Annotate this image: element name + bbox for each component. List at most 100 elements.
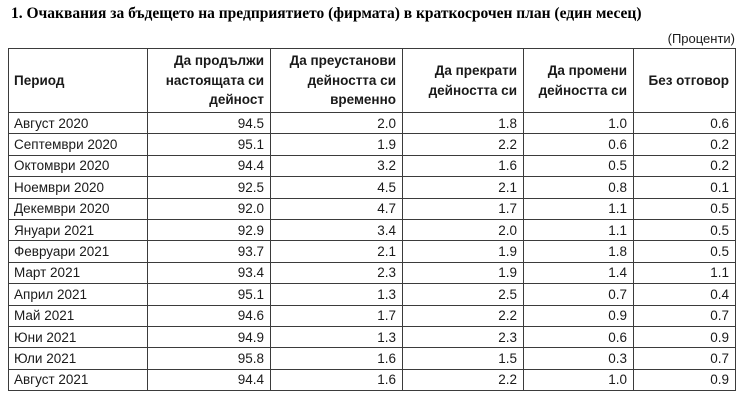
table-row: Декември 2020 92.0 4.7 1.7 1.1 0.5 (8, 197, 736, 220)
value-cell: 95.1 (147, 283, 271, 306)
value-cell: 0.3 (523, 347, 634, 370)
value-cell: 92.5 (147, 176, 271, 199)
value-cell: 95.8 (147, 347, 271, 370)
value-cell: 0.5 (633, 197, 736, 220)
col-header-terminate-activity: Да прекрати дейността си (402, 48, 524, 113)
value-cell: 1.8 (523, 240, 634, 263)
table-row: Юни 2021 94.9 1.3 2.3 0.6 0.9 (8, 325, 736, 349)
period-cell: Септември 2020 (8, 133, 148, 156)
value-cell: 0.6 (633, 111, 736, 135)
value-cell: 92.9 (147, 218, 271, 242)
value-cell: 1.7 (402, 197, 524, 220)
value-cell: 1.5 (402, 347, 524, 370)
value-cell: 0.8 (523, 176, 634, 199)
table-row: Май 2021 94.6 1.7 2.2 0.9 0.7 (8, 304, 736, 327)
period-cell: Юни 2021 (8, 325, 148, 349)
value-cell: 93.7 (147, 240, 271, 263)
value-cell: 4.7 (270, 197, 403, 220)
value-cell: 0.7 (523, 283, 634, 306)
value-cell: 1.6 (270, 347, 403, 370)
header-row: Период Да продължи настоящата си дейност… (8, 48, 736, 113)
value-cell: 1.0 (523, 368, 634, 392)
value-cell: 0.9 (633, 325, 736, 349)
value-cell: 2.2 (402, 304, 524, 327)
units-note: (Проценти) (667, 31, 735, 46)
col-header-period: Период (8, 48, 148, 113)
table-row: Април 2021 95.1 1.3 2.5 0.7 0.4 (8, 283, 736, 306)
value-cell: 2.2 (402, 133, 524, 156)
value-cell: 1.1 (523, 197, 634, 220)
value-cell: 94.5 (147, 111, 271, 135)
expectations-table: Период Да продължи настоящата си дейност… (8, 48, 736, 392)
value-cell: 0.9 (523, 304, 634, 327)
table-row: Октомври 2020 94.4 3.2 1.6 0.5 0.2 (8, 154, 736, 178)
value-cell: 0.6 (523, 133, 634, 156)
value-cell: 95.1 (147, 133, 271, 156)
value-cell: 1.7 (270, 304, 403, 327)
value-cell: 1.8 (402, 111, 524, 135)
period-cell: Август 2021 (8, 368, 148, 392)
value-cell: 2.3 (402, 325, 524, 349)
value-cell: 1.9 (402, 240, 524, 263)
value-cell: 94.9 (147, 325, 271, 349)
value-cell: 92.0 (147, 197, 271, 220)
period-cell: Март 2021 (8, 261, 148, 285)
value-cell: 2.1 (270, 240, 403, 263)
value-cell: 1.1 (523, 218, 634, 242)
col-header-no-answer: Без отговор (633, 48, 736, 113)
period-cell: Октомври 2020 (8, 154, 148, 178)
value-cell: 94.6 (147, 304, 271, 327)
value-cell: 0.5 (633, 240, 736, 263)
period-cell: Февруари 2021 (8, 240, 148, 263)
period-cell: Август 2020 (8, 111, 148, 135)
period-cell: Април 2021 (8, 283, 148, 306)
value-cell: 1.1 (633, 261, 736, 285)
table-title: 1. Очаквания за бъдещето на предприятиет… (11, 5, 642, 22)
table-row: Февруари 2021 93.7 2.1 1.9 1.8 0.5 (8, 240, 736, 263)
value-cell: 1.6 (270, 368, 403, 392)
value-cell: 2.3 (270, 261, 403, 285)
value-cell: 3.2 (270, 154, 403, 178)
value-cell: 1.0 (523, 111, 634, 135)
value-cell: 4.5 (270, 176, 403, 199)
value-cell: 2.5 (402, 283, 524, 306)
table-row: Юли 2021 95.8 1.6 1.5 0.3 0.7 (8, 347, 736, 370)
value-cell: 2.2 (402, 368, 524, 392)
col-header-change-activity: Да промени дейността си (523, 48, 634, 113)
value-cell: 0.4 (633, 283, 736, 306)
value-cell: 93.4 (147, 261, 271, 285)
value-cell: 0.7 (633, 304, 736, 327)
table-row: Януари 2021 92.9 3.4 2.0 1.1 0.5 (8, 218, 736, 242)
table-row: Август 2021 94.4 1.6 2.2 1.0 0.9 (8, 368, 736, 392)
period-cell: Ноември 2020 (8, 176, 148, 199)
value-cell: 1.6 (402, 154, 524, 178)
value-cell: 0.5 (633, 218, 736, 242)
value-cell: 0.9 (633, 368, 736, 392)
value-cell: 1.3 (270, 325, 403, 349)
period-cell: Май 2021 (8, 304, 148, 327)
value-cell: 0.6 (523, 325, 634, 349)
value-cell: 0.7 (633, 347, 736, 370)
col-header-continue-activity: Да продължи настоящата си дейност (147, 48, 271, 113)
value-cell: 1.9 (402, 261, 524, 285)
table-row: Март 2021 93.4 2.3 1.9 1.4 1.1 (8, 261, 736, 285)
table-row: Ноември 2020 92.5 4.5 2.1 0.8 0.1 (8, 176, 736, 199)
value-cell: 2.0 (270, 111, 403, 135)
value-cell: 0.1 (633, 176, 736, 199)
value-cell: 0.5 (523, 154, 634, 178)
value-cell: 2.1 (402, 176, 524, 199)
value-cell: 1.9 (270, 133, 403, 156)
value-cell: 0.2 (633, 133, 736, 156)
value-cell: 94.4 (147, 154, 271, 178)
value-cell: 3.4 (270, 218, 403, 242)
period-cell: Юли 2021 (8, 347, 148, 370)
col-header-suspend-temporarily: Да преустанови дейността си временно (270, 48, 403, 113)
value-cell: 0.2 (633, 154, 736, 178)
value-cell: 2.0 (402, 218, 524, 242)
value-cell: 1.3 (270, 283, 403, 306)
table-row: Август 2020 94.5 2.0 1.8 1.0 0.6 (8, 111, 736, 135)
period-cell: Декември 2020 (8, 197, 148, 220)
value-cell: 1.4 (523, 261, 634, 285)
table-row: Септември 2020 95.1 1.9 2.2 0.6 0.2 (8, 133, 736, 156)
period-cell: Януари 2021 (8, 218, 148, 242)
